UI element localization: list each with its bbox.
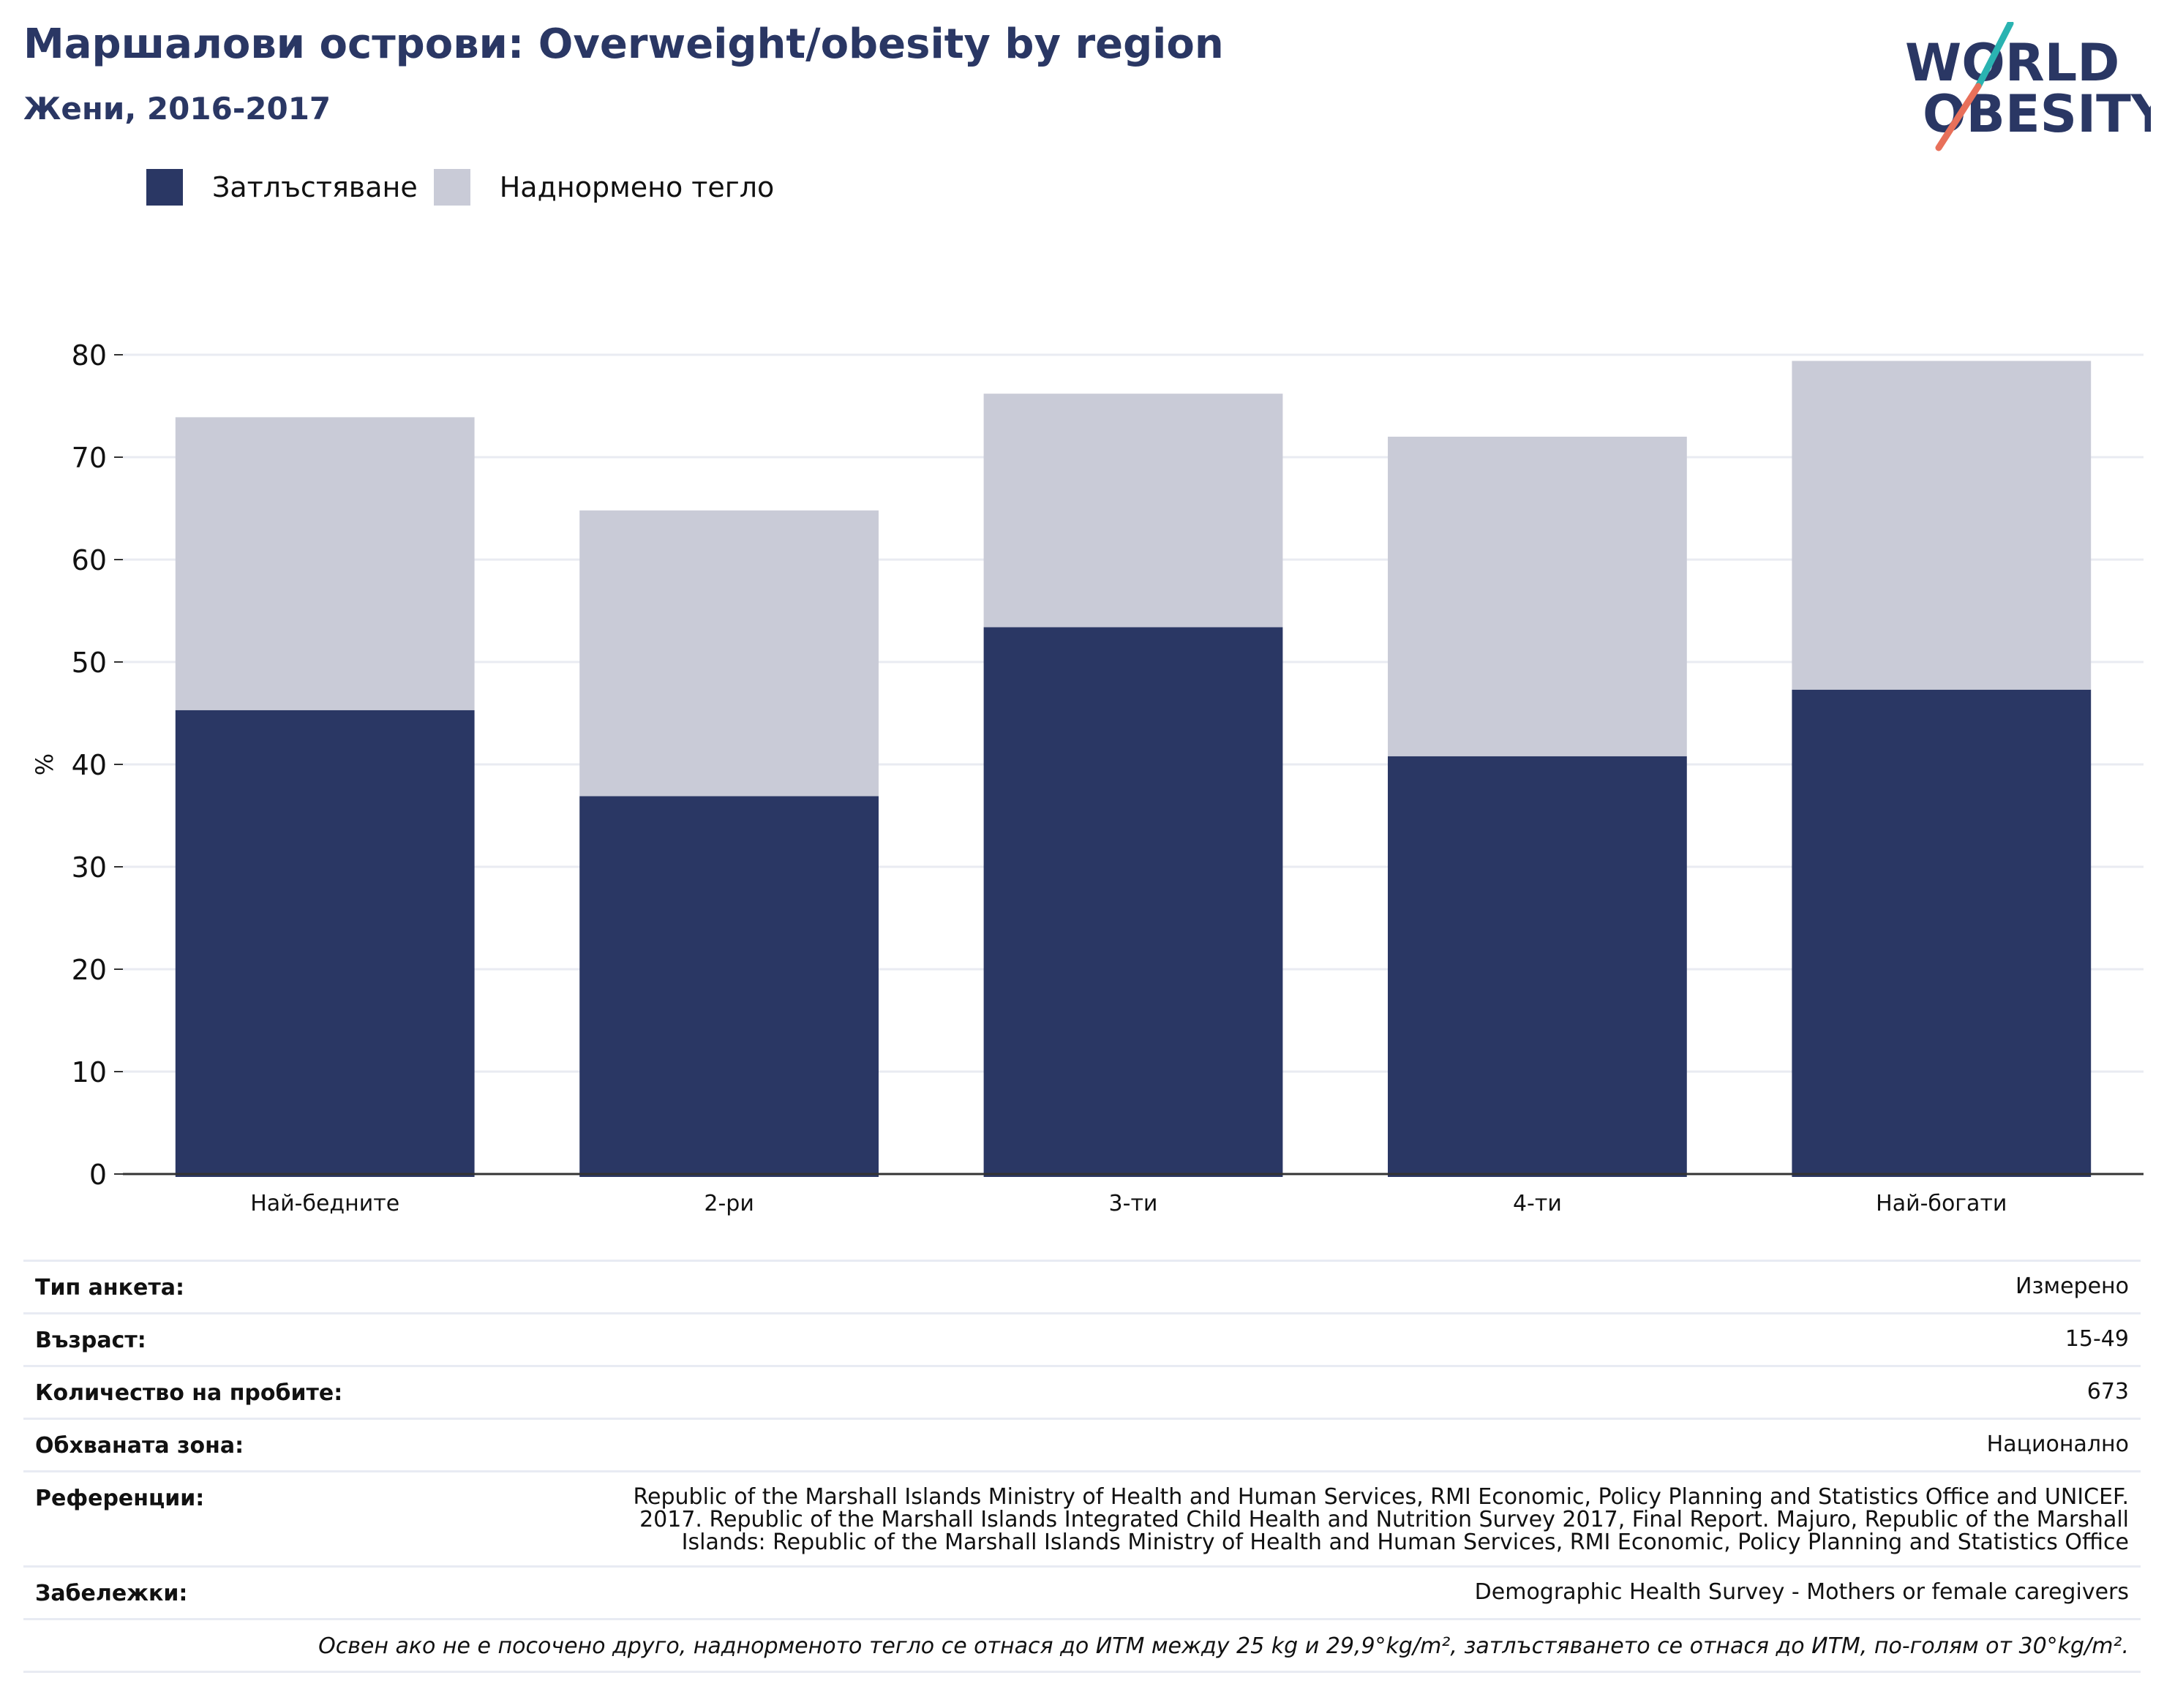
info-label-references: Референции: bbox=[35, 1486, 205, 1511]
bar-obesity bbox=[1792, 689, 2092, 1177]
y-tick-label: 20 bbox=[72, 954, 107, 986]
legend-swatch-overweight bbox=[433, 169, 470, 206]
info-row-survey-type: Тип анкета: Измерено bbox=[23, 1260, 2141, 1312]
info-row-references: Референции: Republic of the Marshall Isl… bbox=[23, 1470, 2141, 1565]
info-label-sample-size: Количество на пробите: bbox=[35, 1380, 343, 1406]
y-tick-label: 10 bbox=[72, 1056, 107, 1088]
chart-title: Маршалови острови: Overweight/obesity by… bbox=[23, 20, 1224, 68]
bar-obesity bbox=[579, 796, 879, 1177]
info-value-survey-type: Измерено bbox=[2015, 1274, 2129, 1299]
logo-word-world: WORLD bbox=[1905, 33, 2119, 93]
bar-obesity bbox=[175, 710, 475, 1177]
info-value-age: 15-49 bbox=[2065, 1326, 2129, 1352]
y-axis-label: % bbox=[31, 753, 59, 775]
y-tick-label: 0 bbox=[89, 1159, 107, 1191]
info-value-references: Republic of the Marshall Islands Ministr… bbox=[629, 1486, 2129, 1554]
reference-line: Republic of the Marshall Islands Ministr… bbox=[633, 1484, 2129, 1510]
info-row-coverage: Обхваната зона: Национално bbox=[23, 1418, 2141, 1470]
stacked-bar-chart: 0 10 20 30 40 50 60 70 80% Най-бедните 2-ри 3-ти 4-т… bbox=[31, 339, 2144, 1216]
y-tick-label: 60 bbox=[72, 544, 107, 576]
bar-obesity bbox=[983, 627, 1283, 1177]
info-label-coverage: Обхваната зона: bbox=[35, 1433, 244, 1459]
legend-item-overweight[interactable]: Наднормено тегло bbox=[433, 169, 775, 206]
reference-line: 2017. Republic of the Marshall Islands I… bbox=[639, 1507, 2129, 1532]
x-tick-label: 4-ти bbox=[1513, 1191, 1562, 1216]
chart-legend: Затлъстяване Наднормено тегло bbox=[146, 168, 790, 206]
info-label-age: Възраст: bbox=[35, 1328, 146, 1353]
logo-slash-bottom bbox=[1935, 83, 1982, 151]
x-tick-label: 2-ри bbox=[704, 1191, 754, 1216]
info-row-notes: Забележки: Demographic Health Survey - M… bbox=[23, 1565, 2141, 1618]
x-tick-label: Най-богати bbox=[1876, 1191, 2007, 1216]
reference-line: Islands: Republic of the Marshall Island… bbox=[681, 1530, 2129, 1555]
y-tick-label: 30 bbox=[72, 851, 107, 884]
bar-overweight bbox=[983, 394, 1283, 628]
x-tick-label: 3-ти bbox=[1109, 1191, 1158, 1216]
legend-item-obesity[interactable]: Затлъстяване bbox=[146, 169, 418, 206]
logo-slash-top bbox=[1975, 22, 2014, 90]
survey-info-table: Тип анкета: Измерено Възраст: 15-49 Коли… bbox=[23, 1260, 2141, 1673]
info-label-survey-type: Тип анкета: bbox=[35, 1275, 184, 1301]
legend-swatch-obesity bbox=[146, 169, 183, 206]
legend-label-overweight: Наднормено тегло bbox=[499, 171, 775, 203]
info-value-coverage: Национално bbox=[1986, 1432, 2129, 1457]
info-row-age: Възраст: 15-49 bbox=[23, 1312, 2141, 1365]
bar-overweight bbox=[1388, 437, 1687, 756]
bar-overweight bbox=[579, 510, 879, 797]
world-obesity-logo: WORLD OBESITY bbox=[1905, 22, 2151, 151]
info-row-sample-size: Количество на пробите: 673 bbox=[23, 1365, 2141, 1418]
info-value-notes: Demographic Health Survey - Mothers or f… bbox=[1474, 1579, 2129, 1605]
bmi-footnote: Освен ако не е посочено друго, наднормен… bbox=[318, 1633, 2129, 1659]
y-tick-label: 40 bbox=[72, 749, 107, 781]
chart-subtitle: Жени, 2016-2017 bbox=[23, 91, 331, 127]
bar-overweight bbox=[1792, 361, 2092, 690]
info-value-sample-size: 673 bbox=[2086, 1379, 2129, 1404]
x-tick-label: Най-бедните bbox=[250, 1191, 399, 1216]
info-row-footnote: Освен ако не е посочено друго, наднормен… bbox=[23, 1618, 2141, 1673]
y-tick-label: 70 bbox=[72, 442, 107, 474]
legend-label-obesity: Затлъстяване bbox=[212, 171, 418, 203]
info-label-notes: Забележки: bbox=[35, 1581, 188, 1606]
y-tick-label: 50 bbox=[72, 647, 107, 679]
y-tick-label: 80 bbox=[72, 339, 107, 372]
bar-obesity bbox=[1388, 756, 1687, 1177]
bar-overweight bbox=[175, 417, 475, 710]
